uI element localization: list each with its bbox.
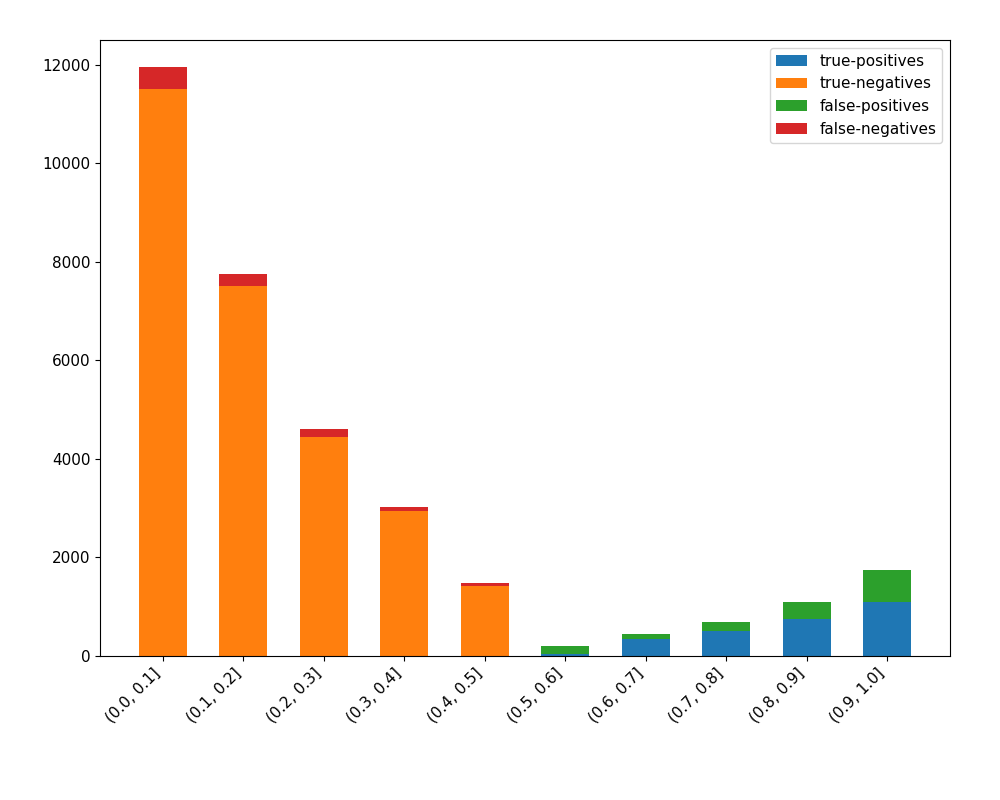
Bar [622,638,670,656]
Bar [300,430,348,437]
Bar [380,510,428,656]
Bar [863,570,911,602]
Bar [219,286,267,656]
Legend: true-positives, true-negatives, false-positives, false-negatives: true-positives, true-negatives, false-po… [770,48,942,142]
Bar [461,586,509,656]
Bar [300,437,348,656]
Bar [219,274,267,286]
Bar [139,67,187,90]
Bar [863,602,911,656]
Bar [139,90,187,656]
Bar [541,654,589,656]
Bar [461,583,509,586]
Bar [783,602,831,619]
Bar [702,622,750,631]
Bar [541,646,589,654]
Bar [702,631,750,656]
Bar [380,507,428,510]
Bar [783,619,831,656]
Bar [622,634,670,638]
